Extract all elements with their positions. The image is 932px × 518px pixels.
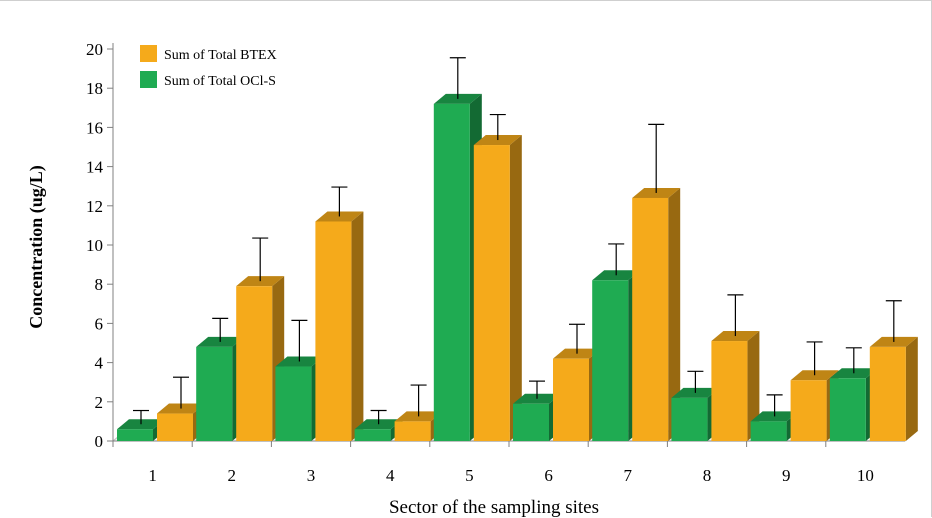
bar-ocls-4 [354,429,391,441]
bar-btex-1 [157,413,193,441]
bar-btex-7-side [668,187,681,441]
bar-btex-10 [869,346,906,441]
x-tick-label: 10 [857,466,874,485]
y-tick-label: 8 [95,275,104,294]
bar-btex-5-side [509,135,522,442]
y-tick-label: 2 [95,393,104,412]
bar-ocls-5 [433,103,470,441]
bar-btex-5 [473,145,510,442]
bar-btex-2 [236,286,273,441]
y-tick-label: 0 [95,432,104,451]
x-tick-label: 4 [386,466,395,485]
bar-ocls-6 [513,403,549,441]
x-tick-label: 5 [465,466,474,485]
bar-ocls-1 [117,429,153,441]
y-tick-label: 18 [86,79,103,98]
x-tick-label: 2 [228,466,237,485]
bar-btex-10-side [905,336,918,441]
legend-label-btex: Sum of Total BTEX [164,48,277,63]
y-axis-title: Concentration (ug/L) [26,165,47,329]
bar-btex-6 [553,358,589,441]
legend-swatch-ocls [140,71,157,88]
bar-btex-3 [315,221,352,441]
bar-btex-7 [632,197,669,441]
bar-btex-9 [790,380,827,441]
bar-btex-8-side [747,331,760,441]
y-tick-label: 20 [86,40,103,59]
y-tick-label: 4 [95,354,104,373]
bar-btex-3-side [351,211,364,441]
x-axis-title: Sector of the sampling sites [389,497,599,518]
bar-ocls-3 [275,366,312,441]
x-tick-label: 8 [703,466,712,485]
legend-swatch-btex [140,45,157,62]
x-tick-label: 9 [782,466,791,485]
bar-ocls-7 [592,280,629,441]
y-tick-label: 6 [95,314,104,333]
x-tick-label: 6 [544,466,553,485]
y-tick-label: 16 [86,118,103,137]
bar-ocls-9 [750,421,787,441]
legend: Sum of Total BTEX Sum of Total OCl-S [140,45,277,89]
bar-ocls-8 [671,397,708,441]
x-tick-label: 7 [624,466,633,485]
legend-label-ocls: Sum of Total OCl-S [164,74,276,89]
x-tick-label: 3 [307,466,316,485]
x-tick-label: 1 [148,466,157,485]
bar-ocls-2 [196,346,233,441]
y-tick-label: 10 [86,236,103,255]
y-tick-label: 12 [86,197,103,216]
bar-btex-4 [394,421,431,441]
error-bars [133,57,902,425]
y-tick-label: 14 [86,158,104,177]
bar-ocls-10 [829,378,866,441]
bar-btex-8 [711,341,748,441]
bars [117,93,918,442]
